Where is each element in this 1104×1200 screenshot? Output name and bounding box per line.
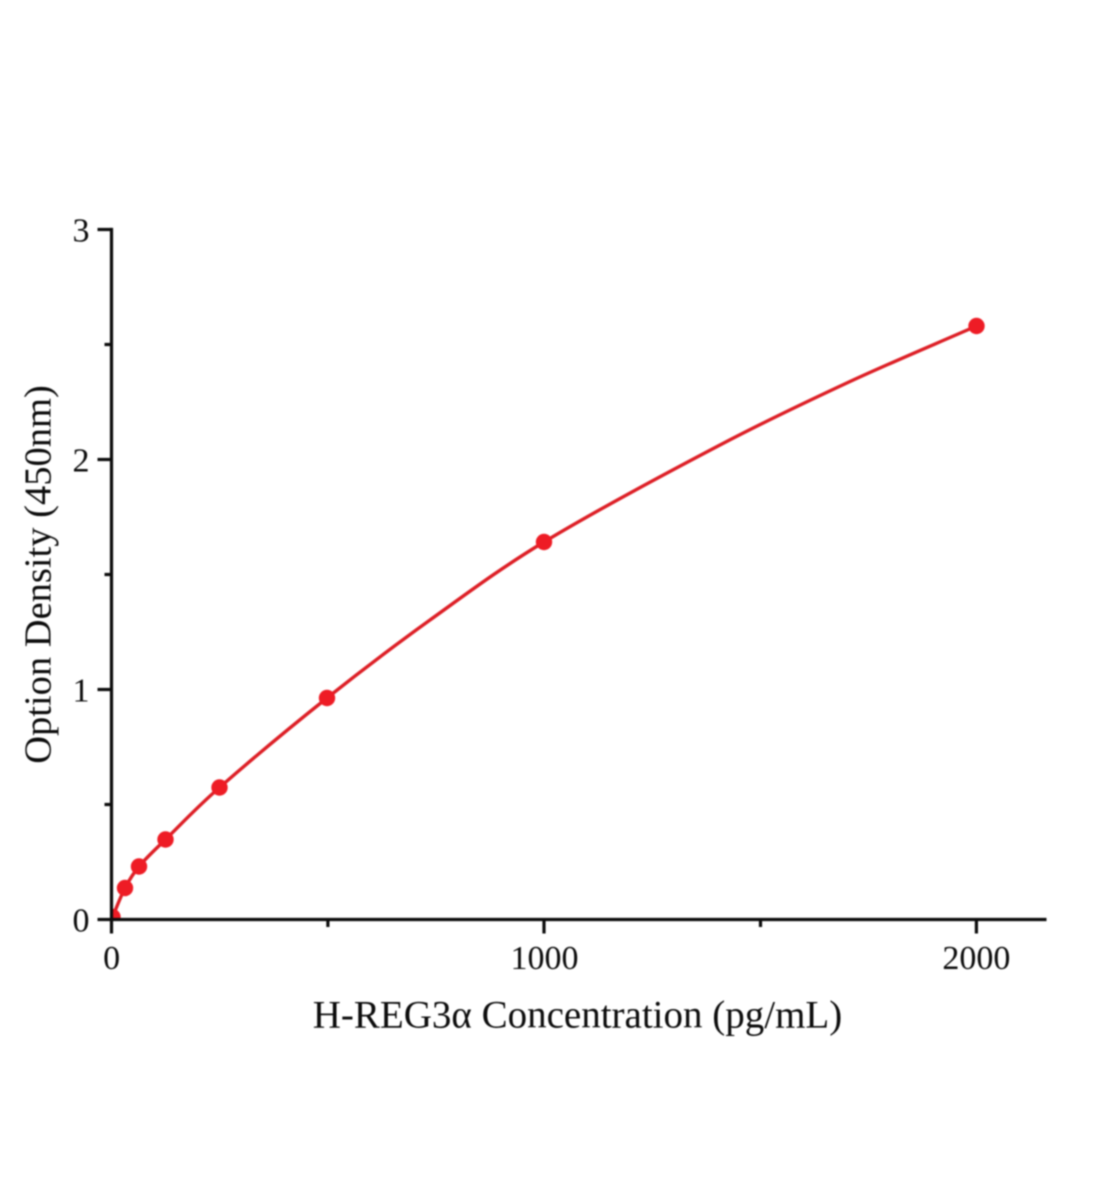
svg-text:0: 0 bbox=[103, 940, 120, 977]
svg-text:2000: 2000 bbox=[942, 940, 1010, 977]
svg-text:Option Density (450nm): Option Density (450nm) bbox=[18, 385, 60, 764]
svg-text:1: 1 bbox=[73, 673, 90, 710]
svg-text:0: 0 bbox=[73, 903, 90, 940]
svg-text:3: 3 bbox=[73, 213, 90, 250]
svg-text:1000: 1000 bbox=[511, 940, 579, 977]
svg-text:2: 2 bbox=[73, 443, 90, 480]
svg-text:H-REG3α Concentration (pg/mL): H-REG3α Concentration (pg/mL) bbox=[313, 994, 843, 1037]
